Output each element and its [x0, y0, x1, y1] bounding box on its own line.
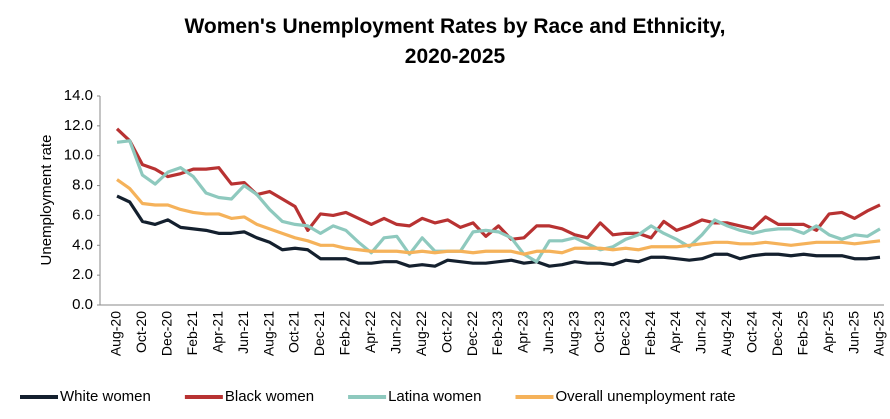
x-tick-label: Dec-21: [311, 311, 327, 356]
x-tick-label: Feb-25: [794, 311, 810, 356]
x-tick-label: Apr-25: [820, 311, 836, 353]
series-line: [115, 127, 881, 241]
x-tick-label: Apr-24: [667, 311, 683, 353]
x-tick-label: Apr-22: [362, 311, 378, 353]
x-tick-label: Aug-25: [871, 311, 887, 356]
x-tick-label: Feb-24: [642, 311, 658, 356]
x-tick-label: Feb-21: [184, 311, 200, 356]
x-tick-label: Dec-20: [159, 311, 175, 356]
chart-title: Women's Unemployment Rates by Race and E…: [184, 15, 725, 38]
x-tick-label: Apr-21: [209, 311, 225, 353]
x-tick-label: Jun-23: [540, 311, 556, 354]
x-tick-label: Aug-22: [413, 311, 429, 356]
y-tick-label: 2.0: [72, 266, 93, 283]
y-axis-label: Unemployment rate: [38, 135, 55, 266]
y-tick-label: 0.0: [72, 296, 93, 313]
x-tick-label: Oct-21: [286, 311, 302, 353]
y-tick-label: 12.0: [64, 117, 93, 134]
x-tick-label: Dec-24: [769, 311, 785, 356]
legend-label: Overall unemployment rate: [555, 388, 735, 405]
x-tick-label: Jun-25: [845, 311, 861, 354]
x-tick-label: Oct-24: [744, 311, 760, 353]
x-tick-label: Oct-22: [438, 311, 454, 353]
x-tick-label: Aug-20: [108, 311, 124, 356]
x-tick-label: Dec-23: [616, 311, 632, 356]
series-line: [116, 194, 881, 268]
legend-label: White women: [60, 388, 151, 405]
x-tick-label: Aug-21: [260, 311, 276, 356]
x-tick-label: Jun-21: [235, 311, 251, 354]
y-tick-label: 6.0: [72, 206, 93, 223]
x-tick-label: Apr-23: [515, 311, 531, 353]
x-tick-label: Oct-20: [133, 311, 149, 353]
legend-label: Black women: [225, 388, 314, 405]
x-tick-label: Aug-24: [718, 311, 734, 356]
y-tick-label: 10.0: [64, 147, 93, 164]
series-line: [116, 178, 881, 256]
x-tick-label: Feb-22: [337, 311, 353, 356]
y-tick-label: 14.0: [64, 87, 93, 104]
y-tick-label: 8.0: [72, 177, 93, 194]
series-line: [116, 139, 881, 264]
x-tick-label: Dec-22: [464, 311, 480, 356]
x-tick-label: Oct-23: [591, 311, 607, 353]
x-tick-label: Aug-23: [566, 311, 582, 356]
y-tick-label: 4.0: [72, 236, 93, 253]
chart-title: 2020-2025: [405, 45, 506, 68]
x-tick-label: Jun-22: [387, 311, 403, 354]
legend-label: Latina women: [388, 388, 481, 405]
x-tick-label: Feb-23: [489, 311, 505, 356]
x-tick-label: Jun-24: [693, 311, 709, 354]
